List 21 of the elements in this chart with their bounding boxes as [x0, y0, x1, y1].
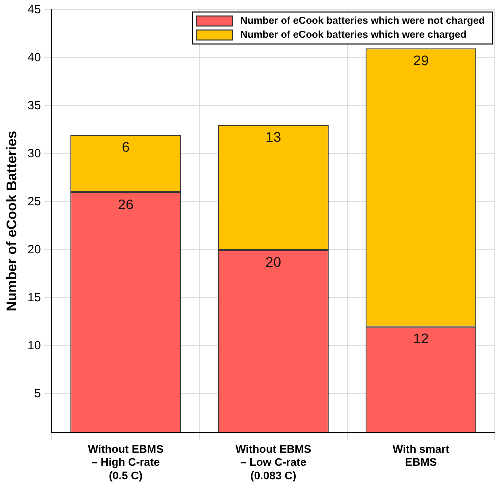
y-tick-label: 30: [28, 146, 42, 160]
data-label: 29: [413, 52, 430, 68]
y-tick-label: 25: [28, 194, 42, 208]
x-tick-label: With smart EBMS: [392, 444, 450, 470]
y-tick-label: 15: [28, 290, 42, 304]
legend-label: Number of eCook batteries which were charged: [240, 30, 467, 41]
y-tick-label: 40: [28, 50, 42, 64]
x-tick-label: Without EBMS – High C-rate (0.5 C): [88, 444, 164, 482]
y-tick-label: 45: [28, 2, 42, 17]
data-label: 12: [413, 330, 430, 347]
data-label: 6: [122, 138, 130, 155]
legend-label: Number of eCook batteries which were not charged: [240, 16, 486, 27]
y-tick-label: 20: [28, 242, 42, 256]
data-label: 20: [266, 254, 282, 270]
data-label: 26: [118, 196, 134, 212]
x-tick-label: Without EBMS – Low C-rate (0.083 C): [236, 444, 312, 482]
y-tick-label: 10: [28, 338, 42, 352]
y-axis-title: Number of eCook Batteries: [3, 130, 20, 312]
y-tick-label: 5: [34, 386, 42, 400]
y-tick-label: 35: [28, 98, 42, 112]
data-label: 13: [266, 129, 282, 146]
